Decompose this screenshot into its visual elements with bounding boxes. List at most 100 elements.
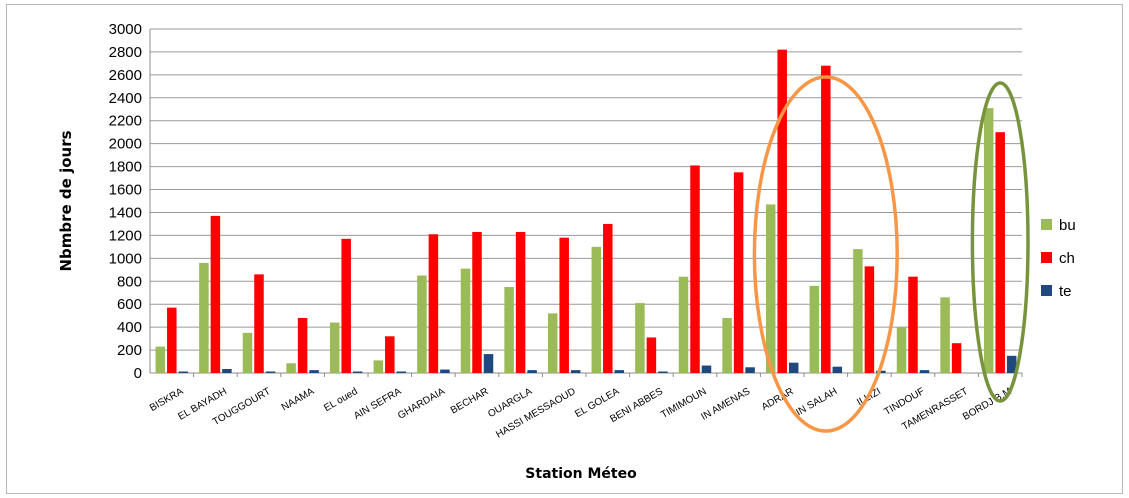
bar-ch <box>995 132 1005 373</box>
x-axis-title: Station Méteo <box>525 466 637 482</box>
bar-bu <box>460 268 471 373</box>
x-tick-label: GHARDAIA <box>396 386 447 422</box>
bar-bu <box>504 287 514 373</box>
bar-ch <box>864 266 875 373</box>
bar-te <box>222 368 232 373</box>
y-axis-ticks: 0 200 400 600 800 1000 1200 1400 1600 1800 2000 220… <box>109 21 142 382</box>
bar-te <box>309 370 319 373</box>
y-tick-label: 600 <box>117 296 142 313</box>
bar-bu <box>329 322 340 373</box>
bar-bu <box>199 262 209 373</box>
y-tick-label: 1800 <box>109 159 142 176</box>
bar-bu <box>765 204 776 373</box>
y-tick-label: 1600 <box>109 182 142 199</box>
bar-ch <box>515 231 526 373</box>
y-tick-label: 2600 <box>109 67 142 84</box>
gridlines <box>149 28 1022 374</box>
bar-ch <box>908 276 918 373</box>
annotations <box>752 75 1030 433</box>
y-tick-label: 200 <box>117 342 142 359</box>
bar-bu <box>940 297 950 373</box>
bar-te <box>745 367 755 373</box>
bar-bu <box>591 246 602 373</box>
bar-ch <box>559 237 569 373</box>
bar-te <box>265 371 276 373</box>
legend-swatch-bu <box>1041 219 1052 230</box>
bar-te <box>178 371 189 373</box>
y-tick-label: 0 <box>134 365 142 382</box>
bar-bu <box>809 285 820 373</box>
bar-te <box>832 366 843 373</box>
bar-te <box>570 370 581 373</box>
bar-ch <box>210 215 221 373</box>
x-tick-label: IN SALAH <box>794 386 839 418</box>
bar-te <box>614 370 625 373</box>
bar-te <box>396 371 407 373</box>
y-tick-label: 2800 <box>109 44 142 61</box>
bar-ch <box>428 234 439 373</box>
y-tick-label: 2000 <box>109 136 142 153</box>
x-tick-label: IN AMENAS <box>699 386 752 423</box>
y-tick-label: 1200 <box>109 227 142 244</box>
bar-bu <box>373 360 384 373</box>
bar-ch <box>951 343 962 373</box>
y-tick-label: 2200 <box>109 113 142 130</box>
y-tick-label: 2400 <box>109 90 142 107</box>
bar-ch <box>341 238 351 373</box>
bar-ch <box>603 223 613 373</box>
bar-te <box>701 365 712 373</box>
x-tick-label: HASSI MESSAOUD <box>494 386 577 441</box>
highlight-ellipse <box>752 75 899 433</box>
bar-bu <box>722 317 732 373</box>
bars <box>155 49 1023 377</box>
x-tick-label: AIN SEFRA <box>352 386 404 422</box>
x-tick-label: BISKRA <box>148 386 186 414</box>
bar-ch <box>821 65 831 374</box>
y-tick-label: 400 <box>117 319 142 336</box>
y-tick-label: 1000 <box>109 250 142 267</box>
bar-bu <box>242 332 253 373</box>
y-axis-title: Nbmbre de jours <box>57 130 75 271</box>
bar-te <box>788 362 799 373</box>
x-tick-label: BORDJ B.M <box>961 386 1014 423</box>
y-tick-label: 3000 <box>109 21 142 38</box>
bar-bu <box>547 313 558 373</box>
bar-bu <box>417 275 427 373</box>
bar-te <box>440 369 450 373</box>
y-tick-label: 800 <box>117 273 142 290</box>
bar-ch <box>472 231 482 373</box>
x-tick-label: BECHAR <box>449 386 491 416</box>
bar-bu <box>286 363 296 373</box>
bar-ch <box>254 274 264 373</box>
bar-te <box>1006 355 1017 373</box>
legend-swatch-te <box>1041 285 1052 296</box>
x-tick-label: EL oued <box>322 386 359 414</box>
legend-label-bu: bu <box>1059 217 1076 234</box>
legend-label-te: te <box>1059 283 1072 300</box>
bar-te <box>658 371 668 373</box>
legend-label-ch: ch <box>1059 250 1075 267</box>
y-tick-label: 1400 <box>109 204 142 221</box>
bar-ch <box>385 336 395 373</box>
bar-te <box>352 371 363 373</box>
bar-te <box>527 370 537 373</box>
legend: bu ch te <box>1041 217 1076 300</box>
bar-ch <box>646 337 657 373</box>
bar-te <box>919 370 930 373</box>
bar-ch <box>690 165 700 373</box>
x-tick-label: NAAMA <box>280 386 317 413</box>
bar-bu <box>983 108 994 374</box>
bar-ch <box>167 307 177 373</box>
bar-bu <box>853 249 863 373</box>
bar-ch <box>777 49 787 373</box>
bar-ch <box>297 317 308 373</box>
legend-swatch-ch <box>1041 252 1052 263</box>
chart-frame <box>6 4 1123 494</box>
bar-te <box>483 354 494 373</box>
bar-bu <box>635 303 645 373</box>
bar-bu <box>678 276 689 373</box>
bar-ch <box>733 172 744 373</box>
